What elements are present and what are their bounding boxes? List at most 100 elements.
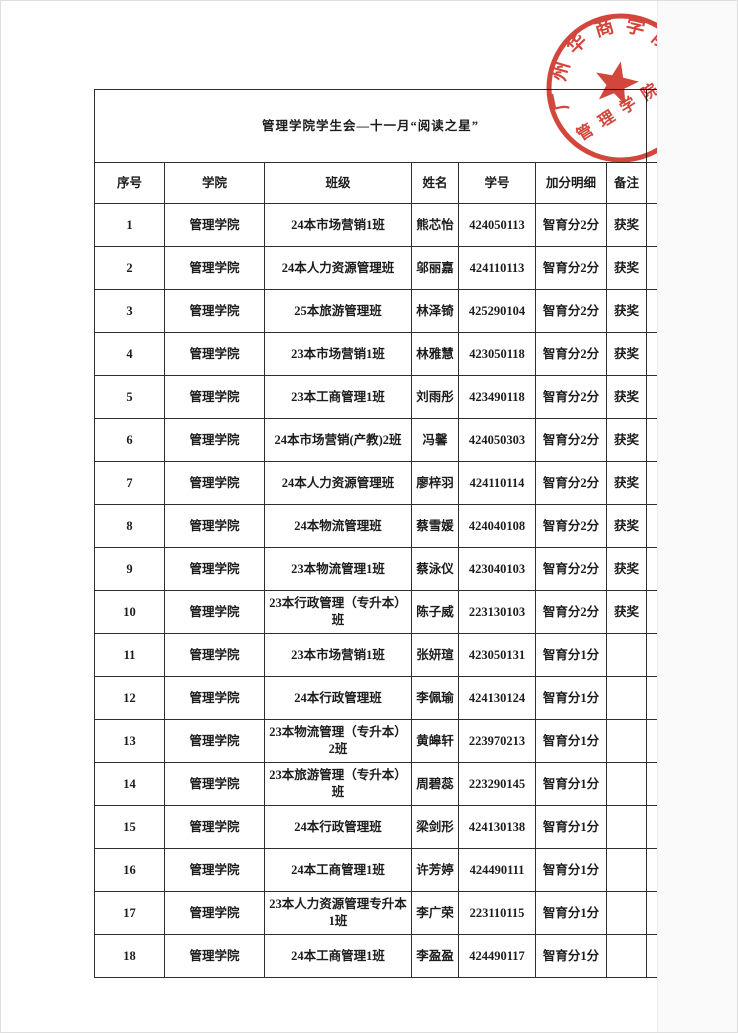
student-id-cell: 423490118: [458, 375, 536, 419]
remark-cell: [605, 633, 648, 677]
table-row: 15 管理学院 24本行政管理班 梁剑形 424130138 智育分1分: [94, 805, 657, 849]
table-edge-sliver: [646, 633, 657, 677]
name-cell: 周碧蕊: [411, 762, 459, 806]
column-header-3: 姓名: [411, 162, 459, 204]
student-id-cell: 223290145: [458, 762, 536, 806]
class-cell: 24本工商管理1班: [264, 934, 412, 978]
points-cell: 智育分1分: [535, 891, 607, 935]
remark-cell: 获奖: [605, 332, 648, 376]
table-row: 7 管理学院 24本人力资源管理班 廖梓羽 424110114 智育分2分 获奖: [94, 461, 657, 505]
class-cell: 24本行政管理班: [264, 805, 412, 849]
name-cell: 陈子威: [411, 590, 459, 634]
table-row: 8 管理学院 24本物流管理班 蔡雪媛 424040108 智育分2分 获奖: [94, 504, 657, 548]
seq-cell: 1: [94, 203, 165, 247]
college-cell: 管理学院: [164, 719, 265, 763]
table-header-row: 序号 学院 班级 姓名 学号 加分明细 备注: [94, 162, 657, 204]
table-row: 16 管理学院 24本工商管理1班 许芳婷 424490111 智育分1分: [94, 848, 657, 892]
class-cell: 23本市场营销1班: [264, 332, 412, 376]
remark-cell: [605, 934, 648, 978]
name-cell: 许芳婷: [411, 848, 459, 892]
class-cell: 23本市场营销1班: [264, 633, 412, 677]
college-cell: 管理学院: [164, 203, 265, 247]
seq-cell: 10: [94, 590, 165, 634]
college-cell: 管理学院: [164, 418, 265, 462]
seq-cell: 16: [94, 848, 165, 892]
points-cell: 智育分1分: [535, 805, 607, 849]
student-id-cell: 424490117: [458, 934, 536, 978]
student-id-cell: 424130138: [458, 805, 536, 849]
name-cell: 熊芯怡: [411, 203, 459, 247]
table-edge-sliver: [646, 719, 657, 763]
seq-cell: 13: [94, 719, 165, 763]
table-edge-sliver: [646, 203, 657, 247]
class-cell: 24本人力资源管理班: [264, 461, 412, 505]
column-header-0: 序号: [94, 162, 165, 204]
stamp-arc-char: 院: [648, 26, 657, 56]
college-cell: 管理学院: [164, 633, 265, 677]
student-id-cell: 423050118: [458, 332, 536, 376]
points-cell: 智育分1分: [535, 719, 607, 763]
seq-cell: 18: [94, 934, 165, 978]
seq-cell: 11: [94, 633, 165, 677]
table-edge-sliver: [646, 547, 657, 591]
stamp-arc-char: 州: [548, 59, 574, 83]
remark-cell: 获奖: [605, 289, 648, 333]
table-row: 14 管理学院 23本旅游管理（专升本）班 周碧蕊 223290145 智育分1分: [94, 762, 657, 806]
college-cell: 管理学院: [164, 332, 265, 376]
table-edge-sliver: [646, 246, 657, 290]
student-id-cell: 424490111: [458, 848, 536, 892]
points-cell: 智育分2分: [535, 289, 607, 333]
column-header-4: 学号: [458, 162, 536, 204]
table-edge-sliver: [646, 934, 657, 978]
table-edge-sliver: [646, 162, 657, 204]
stamp-arc-char: 华: [562, 29, 592, 59]
points-cell: 智育分1分: [535, 676, 607, 720]
college-cell: 管理学院: [164, 676, 265, 720]
name-cell: 邬丽嘉: [411, 246, 459, 290]
table-edge-sliver: [646, 332, 657, 376]
table-edge-sliver: [646, 418, 657, 462]
student-id-cell: 424050303: [458, 418, 536, 462]
seq-cell: 14: [94, 762, 165, 806]
points-cell: 智育分2分: [535, 590, 607, 634]
class-cell: 23本行政管理（专升本）班: [264, 590, 412, 634]
class-cell: 24本市场营销1班: [264, 203, 412, 247]
table-row: 11 管理学院 23本市场营销1班 张妍瑄 423050131 智育分1分: [94, 633, 657, 677]
college-cell: 管理学院: [164, 848, 265, 892]
name-cell: 李盈盈: [411, 934, 459, 978]
table-row: 1 管理学院 24本市场营销1班 熊芯怡 424050113 智育分2分 获奖: [94, 203, 657, 247]
remark-cell: 获奖: [605, 246, 648, 290]
college-cell: 管理学院: [164, 934, 265, 978]
table-edge-sliver: [646, 89, 657, 163]
table-row: 13 管理学院 23本物流管理（专升本）2班 黄皞轩 223970213 智育分1分: [94, 719, 657, 763]
college-cell: 管理学院: [164, 805, 265, 849]
page-title: 管理学院学生会—十一月“阅读之星”: [93, 89, 648, 163]
table-body: 1 管理学院 24本市场营销1班 熊芯怡 424050113 智育分2分 获奖 2 管理学院 24…: [94, 203, 657, 978]
remark-cell: [605, 848, 648, 892]
student-id-cell: 423040103: [458, 547, 536, 591]
name-cell: 张妍瑄: [411, 633, 459, 677]
stamp-arc-char: 学: [624, 13, 648, 40]
table-row: 12 管理学院 24本行政管理班 李佩瑜 424130124 智育分1分: [94, 676, 657, 720]
name-cell: 林泽锜: [411, 289, 459, 333]
table-edge-sliver: [646, 762, 657, 806]
points-cell: 智育分2分: [535, 418, 607, 462]
column-header-1: 学院: [164, 162, 265, 204]
table-edge-sliver: [646, 891, 657, 935]
remark-cell: [605, 891, 648, 935]
table-edge-sliver: [646, 504, 657, 548]
name-cell: 梁剑形: [411, 805, 459, 849]
seq-cell: 15: [94, 805, 165, 849]
seq-cell: 17: [94, 891, 165, 935]
name-cell: 冯馨: [411, 418, 459, 462]
roster-table: 管理学院学生会—十一月“阅读之星” 序号 学院 班级 姓名 学号 加分明细 备注 1 管理学院…: [93, 89, 657, 978]
name-cell: 刘雨彤: [411, 375, 459, 419]
college-cell: 管理学院: [164, 375, 265, 419]
points-cell: 智育分1分: [535, 848, 607, 892]
college-cell: 管理学院: [164, 504, 265, 548]
table-row: 6 管理学院 24本市场营销(产教)2班 冯馨 424050303 智育分2分 获奖: [94, 418, 657, 462]
points-cell: 智育分2分: [535, 246, 607, 290]
college-cell: 管理学院: [164, 891, 265, 935]
points-cell: 智育分2分: [535, 504, 607, 548]
